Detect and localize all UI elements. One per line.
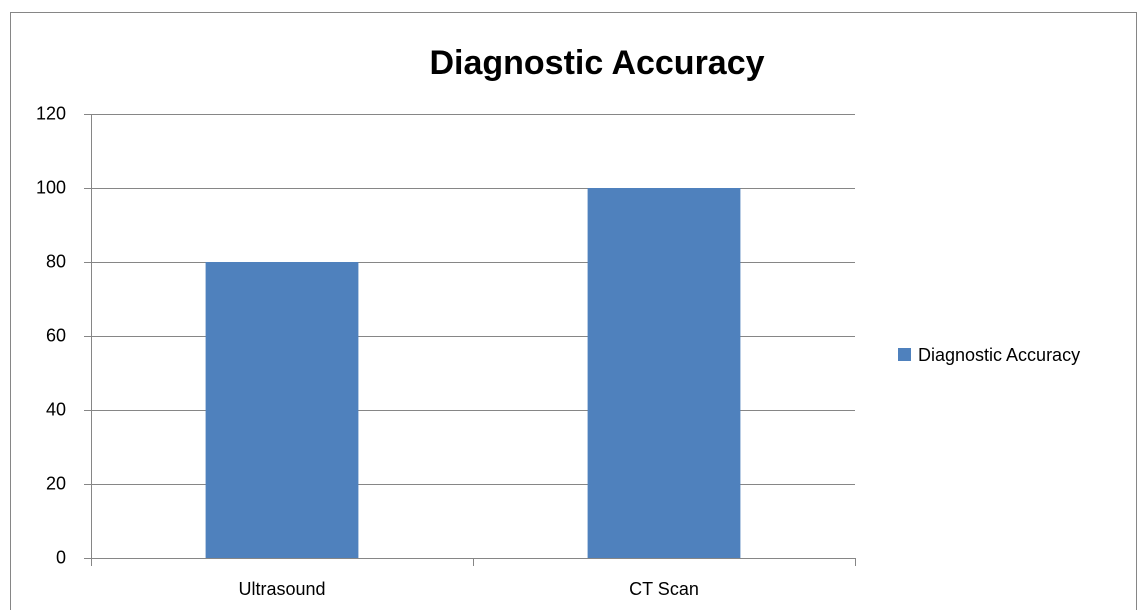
x-tick-label: CT Scan — [629, 579, 699, 599]
x-tick-label: Ultrasound — [238, 579, 325, 599]
y-tick-label: 20 — [46, 473, 66, 493]
y-tick-label: 40 — [46, 399, 66, 419]
legend-label: Diagnostic Accuracy — [918, 345, 1080, 365]
legend-swatch — [898, 348, 911, 361]
y-tick-label: 60 — [46, 325, 66, 345]
bar — [587, 188, 741, 558]
y-tick-label: 80 — [46, 251, 66, 271]
y-tick-label: 0 — [56, 547, 66, 567]
chart-border — [10, 12, 1137, 610]
bar — [205, 262, 359, 558]
y-tick-label: 120 — [36, 103, 66, 123]
chart-title: Diagnostic Accuracy — [429, 44, 764, 82]
y-tick-label: 100 — [36, 177, 66, 197]
